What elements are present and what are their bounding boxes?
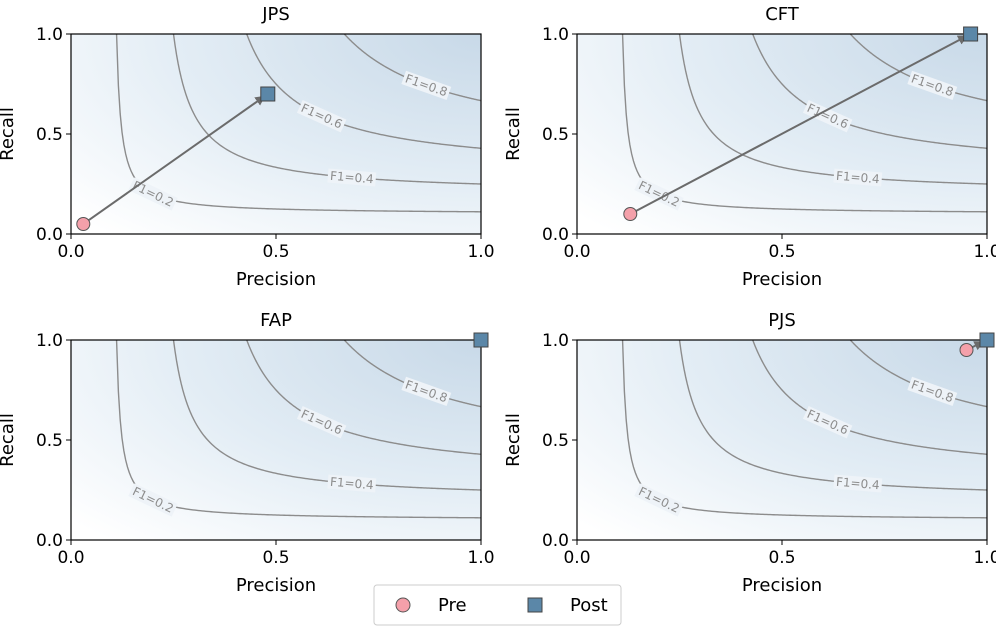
improvement-arrow (633, 34, 968, 214)
x-tick-label: 0.0 (57, 548, 84, 568)
x-axis-label: Precision (742, 269, 822, 290)
contour-line-f1-0-2 (621, 34, 987, 213)
contour-label-bg (296, 405, 347, 439)
panel-title: CFT (765, 4, 800, 25)
f1-contours (115, 34, 481, 213)
x-tick-label: 0.5 (262, 242, 289, 262)
contour-label-group: F1=0.4 (327, 474, 377, 493)
x-tick-label: 0.0 (57, 242, 84, 262)
legend-pre-label: Pre (438, 595, 467, 616)
contour-line-f1-0-6 (752, 340, 987, 455)
x-tick-label: 1.0 (973, 548, 996, 568)
x-axis-label: Precision (742, 575, 822, 596)
y-axis-label: Recall (503, 413, 524, 467)
x-tick-label: 1.0 (973, 242, 996, 262)
contour-label-bg (327, 474, 377, 493)
contour-line-f1-0-6 (246, 340, 481, 455)
contour-label-bg (907, 376, 958, 407)
contour-line-f1-0-4 (678, 34, 987, 185)
y-tick-label: 0.0 (542, 225, 569, 245)
y-tick-label: 0.5 (36, 431, 63, 451)
y-tick-label: 0.0 (36, 225, 63, 245)
y-tick-label: 1.0 (36, 25, 63, 45)
x-tick-label: 0.5 (262, 548, 289, 568)
contour-line-f1-0-6 (246, 34, 481, 149)
post-point (260, 86, 276, 102)
panel-title: PJS (768, 310, 796, 331)
pre-point (959, 343, 974, 357)
y-tick-label: 1.0 (36, 331, 63, 351)
pre-point (76, 217, 91, 231)
contour-label-bg (802, 405, 853, 439)
legend-pre-marker (395, 597, 411, 613)
plot-background (71, 340, 481, 540)
legend-post-label: Post (570, 595, 608, 616)
contour-line-f1-0-4 (172, 34, 481, 185)
contour-label-f1-0-4: F1=0.4 (835, 475, 880, 493)
x-axis-label: Precision (236, 269, 316, 290)
x-tick-label: 0.5 (768, 242, 795, 262)
panel-title: FAP (260, 310, 292, 331)
contour-label-f1-0-4: F1=0.4 (329, 475, 374, 493)
y-tick-label: 1.0 (542, 25, 569, 45)
contour-label-bg (634, 483, 684, 517)
y-axis-label: Recall (0, 413, 18, 467)
panel-fap: F1=0.2F1=0.4F1=0.6F1=0.80.00.00.50.51.01… (0, 310, 495, 596)
contour-label-f1-0-4: F1=0.4 (329, 169, 374, 187)
contour-label-bg (128, 177, 178, 211)
contour-label-bg (401, 376, 452, 407)
contour-label-bg (833, 168, 883, 187)
contour-line-f1-0-4 (678, 340, 987, 491)
legend: Pre Post (373, 584, 622, 626)
post-point (979, 332, 995, 348)
panel-cft: F1=0.2F1=0.4F1=0.6F1=0.80.00.00.50.51.01… (503, 4, 996, 290)
contour-label-group: F1=0.4 (833, 168, 883, 187)
legend-frame (373, 584, 622, 626)
x-tick-label: 1.0 (467, 548, 494, 568)
y-tick-label: 0.5 (542, 431, 569, 451)
y-axis-label: Recall (0, 107, 18, 161)
contour-label-bg (833, 474, 883, 493)
post-point (473, 332, 489, 348)
contour-label-bg (296, 99, 347, 133)
contour-label-bg (634, 177, 684, 211)
plot-background (577, 340, 987, 540)
pre-point (623, 207, 638, 221)
contour-label-group: F1=0.4 (327, 168, 377, 187)
contour-label-f1-0-4: F1=0.4 (835, 169, 880, 187)
y-axis-label: Recall (503, 107, 524, 161)
contour-label-bg (802, 99, 853, 133)
y-tick-label: 0.0 (542, 531, 569, 551)
contour-line-f1-0-4 (172, 340, 481, 491)
x-tick-label: 0.0 (563, 548, 590, 568)
legend-post-marker (527, 597, 543, 613)
y-tick-label: 1.0 (542, 331, 569, 351)
y-tick-label: 0.5 (542, 125, 569, 145)
panel-jps: F1=0.2F1=0.4F1=0.6F1=0.80.00.00.50.51.01… (0, 4, 495, 290)
panel-title: JPS (261, 4, 290, 25)
contour-label-bg (327, 168, 377, 187)
contour-line-f1-0-2 (115, 340, 481, 519)
contour-line-f1-0-2 (115, 34, 481, 213)
x-tick-label: 1.0 (467, 242, 494, 262)
x-axis-label: Precision (236, 575, 316, 596)
panel-pjs: F1=0.2F1=0.4F1=0.6F1=0.80.00.00.50.51.01… (503, 310, 996, 596)
y-tick-label: 0.5 (36, 125, 63, 145)
contour-label-group: F1=0.4 (833, 474, 883, 493)
contour-line-f1-0-6 (752, 34, 987, 149)
x-tick-label: 0.0 (563, 242, 590, 262)
post-point (963, 26, 979, 42)
improvement-arrow (85, 95, 266, 223)
contour-label-bg (907, 70, 958, 101)
contour-label-bg (128, 483, 178, 517)
contour-label-bg (401, 70, 452, 101)
f1-contours (621, 340, 987, 519)
y-tick-label: 0.0 (36, 531, 63, 551)
x-tick-label: 0.5 (768, 548, 795, 568)
plot-background (71, 34, 481, 234)
contour-line-f1-0-2 (621, 340, 987, 519)
f1-contours (621, 34, 987, 213)
